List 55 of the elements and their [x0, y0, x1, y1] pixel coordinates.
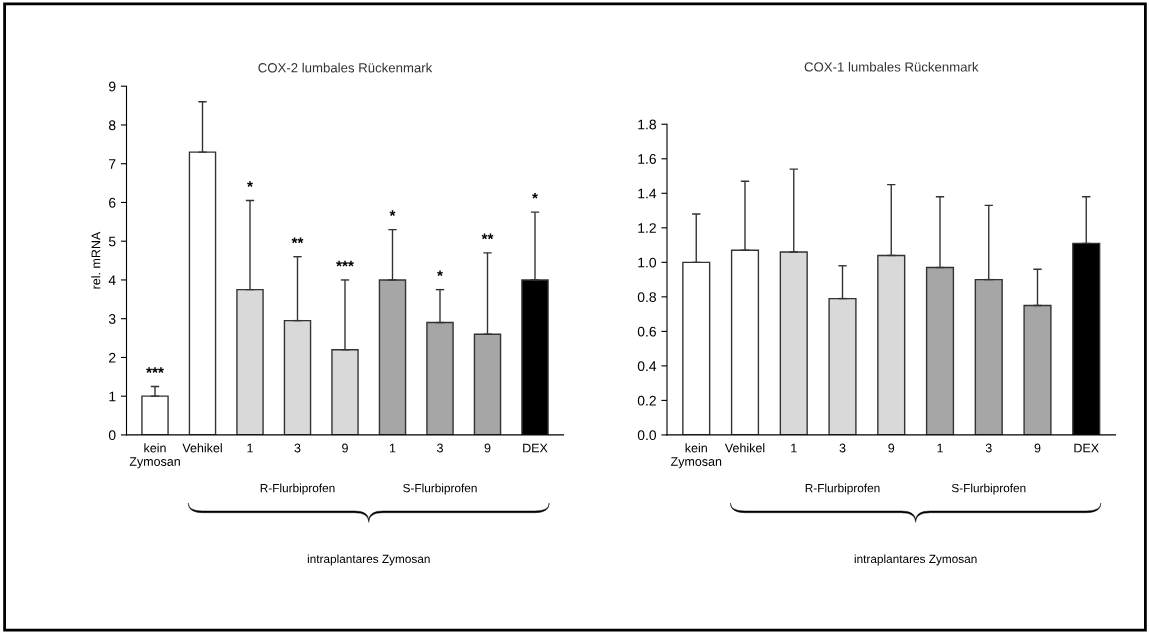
annotation: ** [291, 237, 304, 244]
x-tick-label: 1 [937, 443, 943, 453]
x-tick-label: 9 [1034, 443, 1041, 453]
x-tick-label: 9 [484, 443, 491, 453]
y-tick-label: 0.6 [637, 326, 656, 337]
y-tick-label: 5 [108, 236, 116, 247]
y-tick-label: 1.4 [638, 188, 657, 199]
y-tick-label: 8 [108, 120, 116, 131]
text: R-Flurbiprofen [260, 483, 335, 495]
x-tick-label: DEX [1074, 443, 1099, 453]
annotation: ** [481, 233, 494, 240]
text: S-Flurbiprofen [403, 483, 477, 495]
y-tick-label: 0.8 [637, 292, 656, 303]
annotation: * [247, 181, 253, 187]
x-tick-label: DEX [523, 443, 548, 453]
x-tick-label: Vehikel [182, 443, 222, 453]
annotation: *** [146, 367, 164, 373]
x-tick-label: 1 [791, 443, 797, 453]
y-tick-label: 0.4 [637, 361, 657, 372]
x-tick-label: 1 [247, 443, 253, 453]
y-tick-label: 1 [109, 391, 116, 402]
text: R-Flurbiprofen [805, 483, 880, 495]
y-tick-label: 1.2 [638, 223, 656, 233]
x-tick-label: kein Zymosan [129, 443, 180, 469]
y-tick-label: 6 [109, 197, 116, 208]
annotation: * [437, 270, 443, 277]
y-tick-label: 3 [108, 314, 116, 324]
x-tick-label: kein Zymosan [670, 443, 722, 469]
y-tick-label: 1.8 [638, 119, 656, 130]
x-tick-label: 3 [839, 443, 846, 453]
annotation: * [389, 210, 396, 217]
x-tick-label: Vehikel [724, 443, 765, 453]
y-tick-label: 0 [108, 430, 116, 441]
annotation: * [532, 192, 538, 199]
text: intraplantares Zymosan [854, 554, 977, 566]
y-tick-label: 2 [109, 352, 116, 363]
x-tick-label: 3 [437, 443, 443, 453]
annotation: *** [336, 260, 354, 267]
y-tick-label: 9 [109, 81, 116, 92]
y-tick-label: 0.2 [637, 395, 656, 406]
chart-title: COX-2 lumbales Rückenmark [258, 62, 433, 73]
y-tick-label: 1.6 [638, 154, 656, 164]
x-tick-label: 3 [294, 443, 301, 453]
x-tick-label: 9 [888, 443, 895, 453]
y-axis-title: rel. mRNA [91, 231, 101, 289]
chart-title: COX-1 lumbales Rückenmark [804, 61, 979, 72]
x-tick-label: 3 [985, 443, 992, 453]
x-tick-label: 9 [342, 443, 348, 453]
y-tick-label: 4 [108, 275, 116, 285]
y-tick-label: 7 [109, 159, 116, 169]
x-tick-label: 1 [389, 443, 396, 453]
y-tick-label: 0.0 [637, 430, 657, 441]
y-tick-label: 1.0 [638, 257, 657, 268]
text: S-Flurbiprofen [951, 483, 1026, 495]
text: intraplantares Zymosan [307, 554, 430, 566]
